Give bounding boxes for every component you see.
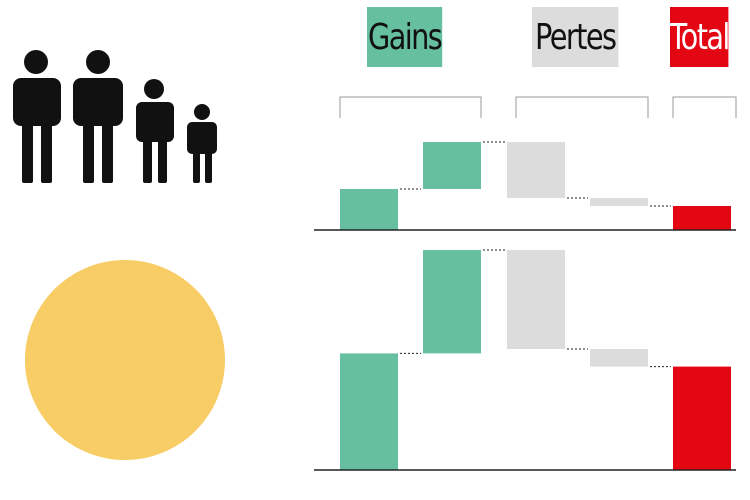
family-of-four-icon bbox=[13, 50, 217, 183]
legend-pertes: Pertes bbox=[532, 7, 619, 67]
loss-bar bbox=[507, 142, 565, 198]
gain-bar bbox=[340, 353, 398, 470]
loss-bar bbox=[507, 250, 565, 349]
legend-pertes-label: Pertes bbox=[535, 16, 617, 58]
loss-bar bbox=[590, 198, 648, 206]
total-bar bbox=[673, 206, 731, 230]
total-bar bbox=[673, 366, 731, 470]
legend-total-label: Total bbox=[669, 16, 731, 58]
coin-circle-icon bbox=[25, 260, 225, 460]
gain-bar bbox=[423, 142, 481, 189]
legend-total: Total bbox=[669, 7, 731, 67]
loss-bar bbox=[590, 349, 648, 367]
legend-gains-label: Gains bbox=[367, 16, 443, 58]
gain-bar bbox=[340, 189, 398, 230]
legend-gains: Gains bbox=[367, 7, 443, 67]
group-brackets bbox=[339, 96, 737, 118]
gain-bar bbox=[423, 250, 481, 354]
